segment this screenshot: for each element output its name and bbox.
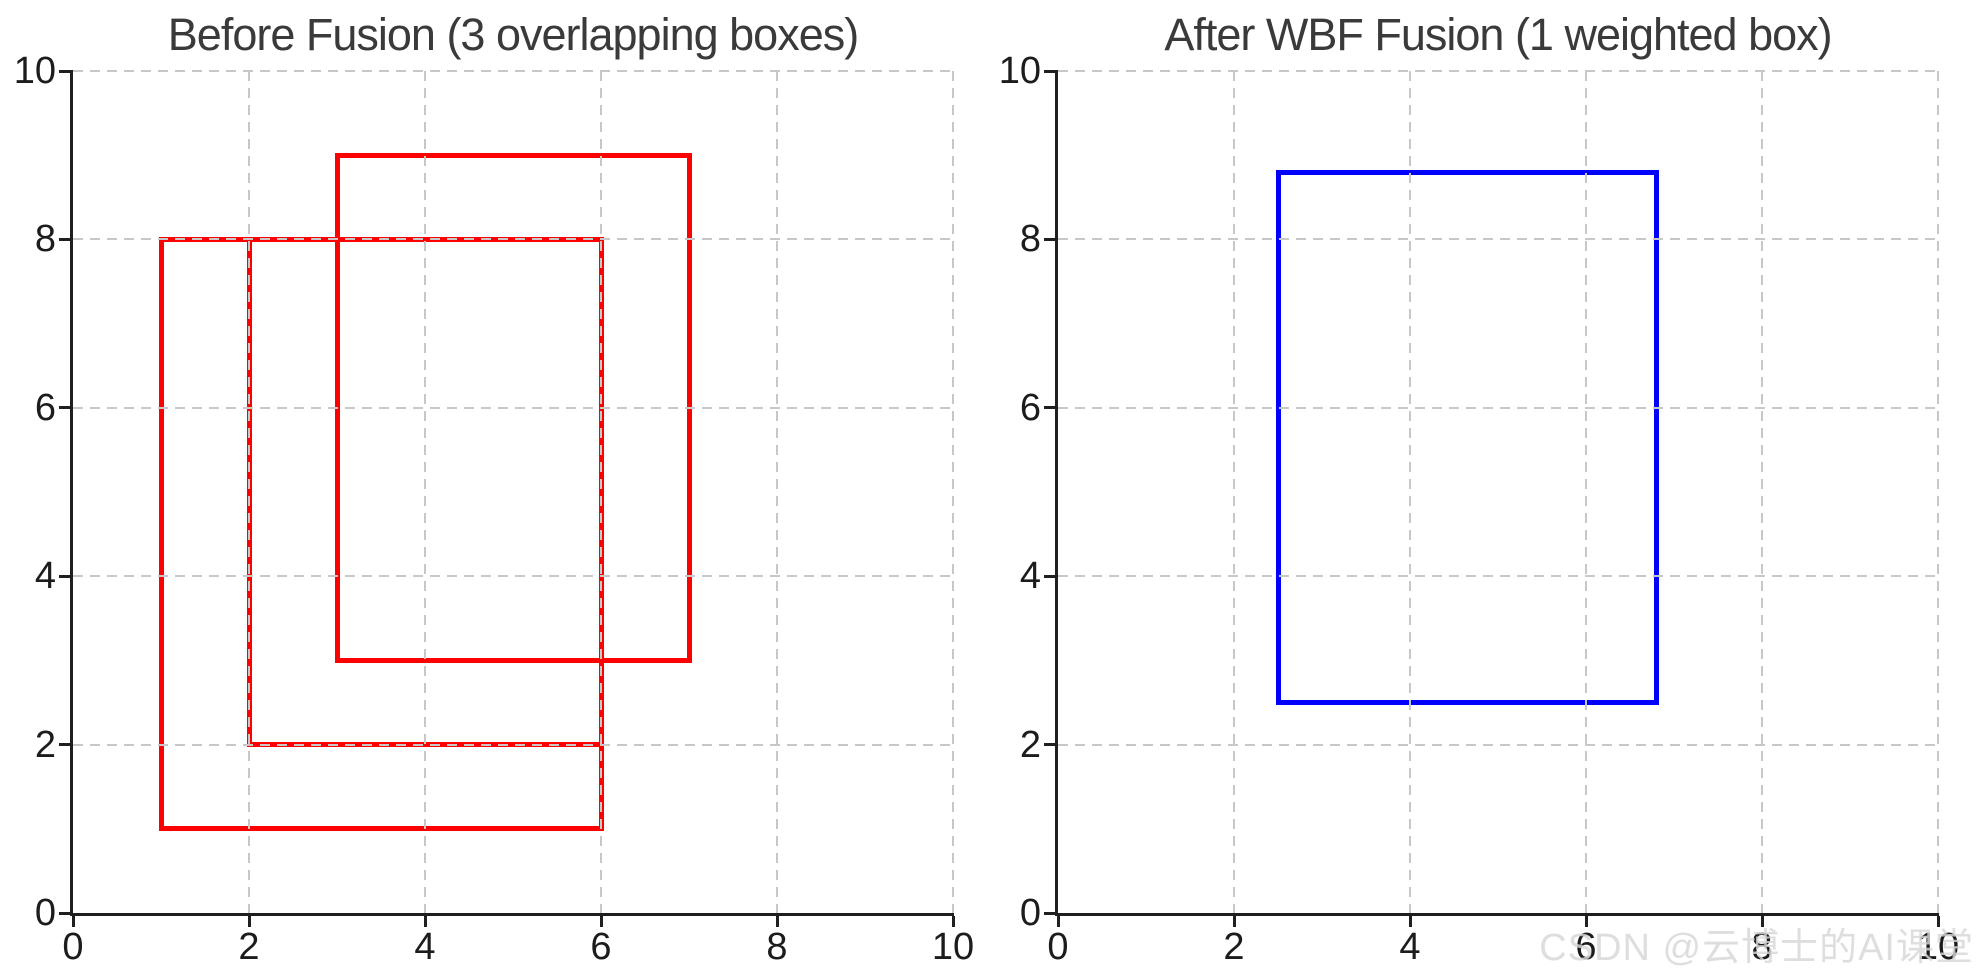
y-tick-label: 2: [34, 723, 56, 766]
plot-title-before-fusion: Before Fusion (3 overlapping boxes): [167, 9, 859, 60]
y-gridline: [1058, 238, 1938, 241]
y-gridline: [1058, 406, 1938, 409]
plot-title-after-wbf-fusion: After WBF Fusion (1 weighted box): [1164, 9, 1832, 60]
x-tick-mark: [775, 916, 779, 927]
y-tick-mark: [1044, 69, 1055, 73]
y-gridline: [73, 70, 953, 72]
y-axis-spine: [1055, 70, 1058, 916]
y-tick-mark: [1044, 574, 1055, 578]
y-tick-label: 2: [1019, 723, 1041, 766]
x-gridline: [1585, 71, 1587, 913]
x-tick-mark: [1408, 916, 1412, 927]
y-gridline: [1058, 575, 1938, 578]
x-tick-label: 0: [62, 926, 84, 968]
x-tick-mark: [71, 916, 75, 927]
x-tick-mark: [247, 916, 251, 927]
subplot-after-wbf-fusion: After WBF Fusion (1 weighted box) 0 2 4 6 8 1…: [999, 9, 1959, 966]
x-tick-mark: [423, 916, 427, 927]
x-tick-label: 2: [238, 926, 260, 968]
y-gridline: [73, 406, 953, 409]
y-gridline: [73, 575, 953, 578]
y-tick-label: 8: [1019, 218, 1041, 261]
x-tick-label: 0: [1047, 926, 1069, 968]
y-tick-label: 6: [1019, 386, 1041, 429]
x-tick-label: 6: [590, 926, 612, 968]
x-gridline: [1761, 71, 1763, 913]
y-tick-mark: [59, 69, 70, 73]
y-tick-label: 4: [1019, 555, 1041, 598]
x-gridline: [776, 71, 778, 913]
y-tick-mark: [59, 574, 70, 578]
y-tick-label: 0: [34, 892, 56, 934]
x-tick-mark: [599, 916, 603, 927]
y-axis-spine: [70, 70, 73, 916]
x-gridline: [424, 71, 426, 913]
y-tick-mark: [59, 237, 70, 241]
plot-area-after-wbf-fusion: 0 2 4 6 8 10 0 2 4 6 8 10: [999, 52, 1959, 966]
y-tick-mark: [1044, 743, 1055, 747]
x-gridline: [952, 71, 954, 913]
y-tick-label: 4: [34, 555, 56, 598]
bounding-box: [1275, 169, 1659, 705]
x-gridline: [1233, 71, 1235, 913]
plot-area-before-fusion: 0 2 4 6 8 10 0 2 4 6 8 10: [14, 52, 974, 966]
x-tick-mark: [1056, 916, 1060, 927]
x-axis-spine: [1055, 913, 1939, 916]
x-tick-label: 2: [1223, 926, 1245, 968]
x-tick-label: 6: [1575, 926, 1597, 968]
x-gridline: [1937, 71, 1939, 913]
y-tick-mark: [59, 911, 70, 915]
y-gridline: [1058, 70, 1938, 72]
y-tick-mark: [1044, 237, 1055, 241]
x-tick-label: 4: [1399, 926, 1421, 968]
x-tick-mark: [1584, 916, 1588, 927]
x-gridline: [248, 71, 250, 913]
y-gridline: [73, 743, 953, 746]
x-tick-mark: [951, 916, 955, 927]
x-tick-mark: [1232, 916, 1236, 927]
y-tick-mark: [1044, 406, 1055, 410]
y-gridline: [73, 238, 953, 241]
y-tick-mark: [59, 743, 70, 747]
y-tick-label: 10: [13, 50, 56, 92]
x-tick-mark: [1760, 916, 1764, 927]
subplot-before-fusion: Before Fusion (3 overlapping boxes) 0 2 4 6…: [14, 9, 974, 966]
x-tick-label: 8: [766, 926, 788, 968]
y-tick-label: 10: [998, 50, 1041, 92]
csdn-watermark: CSDN @云博士的AI课堂: [1539, 927, 1974, 969]
x-tick-mark: [1936, 916, 1940, 927]
x-tick-label: 8: [1751, 926, 1773, 968]
y-tick-label: 8: [34, 218, 56, 261]
y-tick-label: 6: [34, 386, 56, 429]
x-tick-label: 10: [1916, 926, 1960, 968]
y-tick-mark: [59, 406, 70, 410]
x-gridline: [1409, 71, 1411, 913]
x-gridline: [600, 71, 602, 913]
y-tick-mark: [1044, 911, 1055, 915]
x-tick-label: 10: [931, 926, 975, 968]
x-axis-spine: [70, 913, 954, 916]
y-tick-label: 0: [1019, 892, 1041, 934]
x-tick-label: 4: [414, 926, 436, 968]
y-gridline: [1058, 743, 1938, 746]
